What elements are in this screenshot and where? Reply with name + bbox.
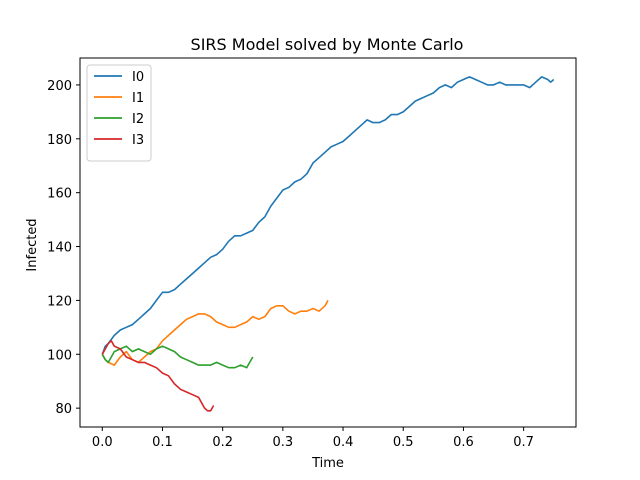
legend: I0 I1 I2 I3 bbox=[86, 64, 152, 162]
x-tick-label: 0.7 bbox=[513, 435, 534, 450]
x-tick-label: 0.5 bbox=[393, 435, 414, 450]
x-tick-label: 0.1 bbox=[152, 435, 173, 450]
y-tick-label: 140 bbox=[47, 241, 72, 256]
chart-title: SIRS Model solved by Monte Carlo bbox=[191, 35, 464, 54]
x-tick-label: 0.0 bbox=[92, 435, 113, 450]
series-line-i2 bbox=[101, 345, 254, 369]
series-line-i3 bbox=[101, 340, 215, 412]
legend-label: I0 bbox=[132, 70, 144, 85]
legend-label: I3 bbox=[132, 133, 144, 148]
y-tick-label: 180 bbox=[47, 133, 72, 148]
legend-label: I1 bbox=[132, 91, 144, 106]
y-tick-label: 120 bbox=[47, 294, 72, 309]
legend-label: I2 bbox=[132, 112, 144, 127]
legend-box bbox=[86, 64, 152, 162]
x-tick-label: 0.6 bbox=[453, 435, 474, 450]
y-tick-label: 160 bbox=[47, 187, 72, 202]
y-axis-label: Infected bbox=[25, 218, 40, 271]
y-tick-label: 200 bbox=[47, 79, 72, 94]
y-tick-label: 80 bbox=[55, 402, 72, 417]
x-tick-label: 0.4 bbox=[333, 435, 354, 450]
y-axis: 80 100 120 140 160 180 200 bbox=[47, 79, 80, 417]
x-axis-label: Time bbox=[311, 456, 344, 471]
axes-frame bbox=[79, 57, 577, 428]
x-tick-label: 0.3 bbox=[273, 435, 294, 450]
plot-area bbox=[101, 76, 555, 412]
series-line-i0 bbox=[101, 76, 555, 355]
y-tick-label: 100 bbox=[47, 348, 72, 363]
x-tick-label: 0.2 bbox=[212, 435, 233, 450]
x-axis: 0.0 0.1 0.2 0.3 0.4 0.5 0.6 0.7 bbox=[92, 427, 534, 450]
